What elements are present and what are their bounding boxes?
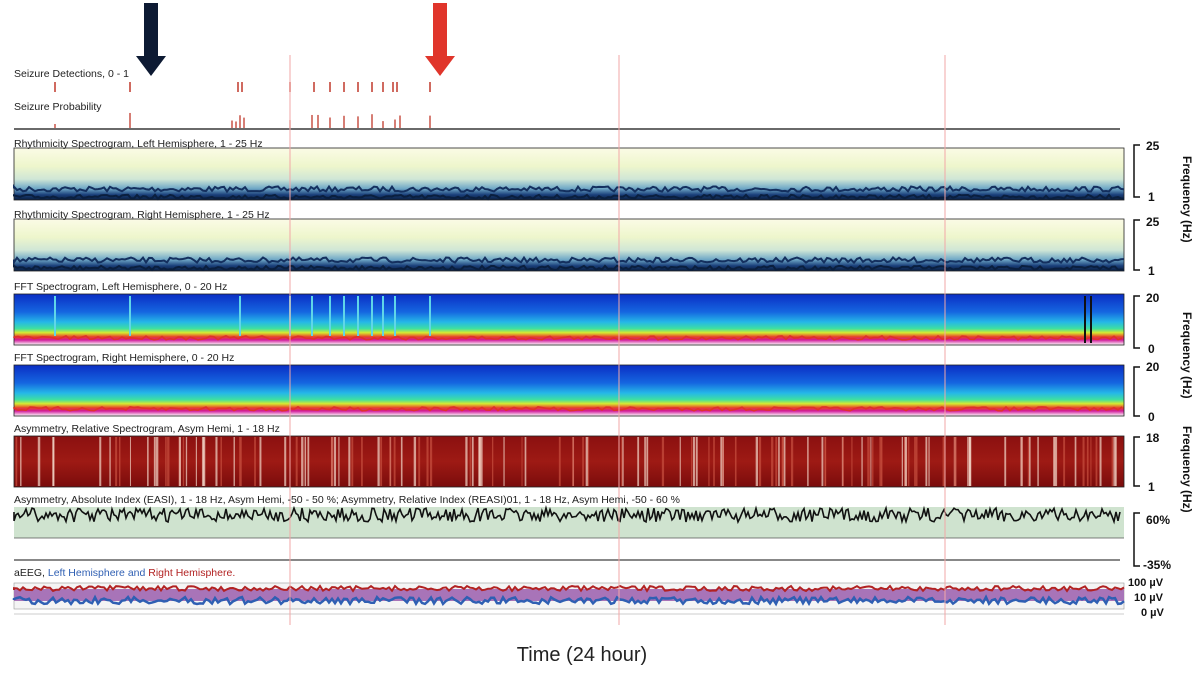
aeeg-label-left: Left Hemisphere: [47, 567, 125, 579]
aeeg-label-suffix: .: [232, 567, 236, 579]
rhythmicity-band-line: [13, 255, 1125, 266]
tick-ar-bottom: 1: [1148, 480, 1155, 494]
tick-aeeg-0: 0 µV: [1141, 607, 1164, 619]
panel-label-asymmetry-index: Asymmetry, Absolute Index (EASI), 1 - 18…: [14, 494, 680, 506]
ylabel-rhythmicity: Frequency (Hz): [1180, 156, 1194, 243]
tick-ai-top: 60%: [1146, 513, 1171, 527]
panel-label-rhythmicity-right: Rhythmicity Spectrogram, Right Hemispher…: [14, 209, 270, 221]
panel-label-aeeg: aEEG, Left Hemisphere and Right Hemisphe…: [14, 567, 235, 579]
axis-bracket: [1133, 219, 1140, 271]
ylabel-asymmetry: Frequency (Hz): [1180, 426, 1194, 513]
axis-bracket: [1133, 512, 1140, 567]
aeeg-label-right: Right Hemisphere: [148, 567, 233, 579]
tick-rl-bottom: 1: [1148, 190, 1155, 204]
panel-label-seizure-detections: Seizure Detections, 0 - 1: [14, 68, 129, 80]
tick-aeeg-10: 10 µV: [1134, 592, 1163, 604]
fft-band-line: [13, 405, 1123, 412]
aeeg-label-mid: and: [124, 567, 149, 579]
x-axis-label: Time (24 hour): [516, 644, 648, 666]
axis-bracket: [1133, 295, 1140, 349]
tick-fr-bottom: 0: [1148, 410, 1155, 424]
arrow-red-shaft: [433, 3, 447, 57]
aeeg-right-hemisphere: [13, 584, 1125, 593]
aeeg-left-hemisphere: [12, 594, 1125, 607]
rhythmicity-band-line: [13, 264, 1125, 272]
rhythmicity-right-heatmap: [13, 218, 1125, 272]
panel-label-rhythmicity-left: Rhythmicity Spectrogram, Left Hemisphere…: [14, 138, 263, 150]
asymmetry-relative-heatmap: [13, 435, 1125, 488]
tick-ar-top: 18: [1146, 431, 1160, 445]
panel-label-seizure-probability: Seizure Probability: [14, 101, 102, 113]
arrow-black-head: [136, 56, 166, 76]
axis-bracket: [1133, 366, 1140, 417]
rhythmicity-band-line: [13, 184, 1125, 194]
panel-label-fft-left: FFT Spectrogram, Left Hemisphere, 0 - 20…: [14, 281, 228, 293]
panel-label-fft-right: FFT Spectrogram, Right Hemisphere, 0 - 2…: [14, 352, 235, 364]
asymmetry-index-line: [13, 504, 1121, 525]
arrow-red-head: [425, 56, 455, 76]
arrow-black-shaft: [144, 3, 158, 57]
axis-bracket: [1133, 144, 1140, 198]
aeeg-label-prefix: aEEG,: [14, 567, 48, 579]
axis-bracket: [1133, 436, 1140, 487]
tick-fr-top: 20: [1146, 360, 1160, 374]
tick-fl-top: 20: [1146, 291, 1160, 305]
ylabel-fft: Frequency (Hz): [1180, 312, 1194, 399]
tick-aeeg-100: 100 µV: [1128, 577, 1164, 589]
rhythmicity-band-line: [13, 193, 1125, 201]
tick-ai-bottom: -35%: [1143, 558, 1172, 572]
panel-label-asymmetry-relative: Asymmetry, Relative Spectrogram, Asym He…: [14, 423, 280, 435]
tick-rl-top: 25: [1146, 139, 1160, 153]
tick-rr-top: 25: [1146, 215, 1160, 229]
tick-fl-bottom: 0: [1148, 342, 1155, 356]
tick-rr-bottom: 1: [1148, 264, 1155, 278]
fft-band-line: [13, 334, 1123, 341]
